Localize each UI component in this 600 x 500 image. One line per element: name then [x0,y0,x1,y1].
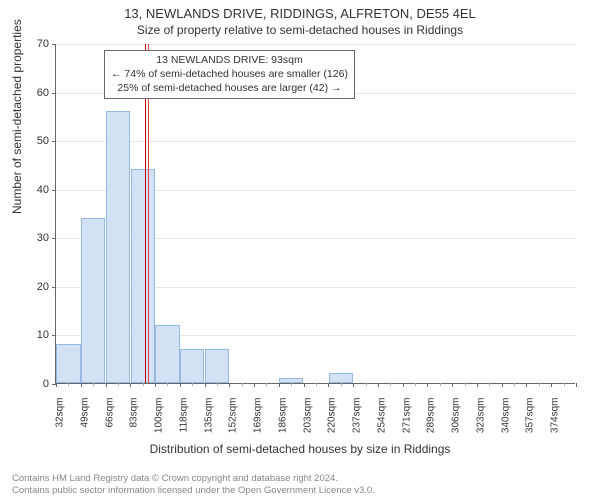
x-tick-mark [353,383,354,387]
x-tick-mark [328,383,329,387]
x-tick-mark [279,383,280,387]
x-minor-tick [465,383,466,386]
y-tick-mark [52,190,56,191]
y-tick-mark [52,44,56,45]
footer-line: Contains HM Land Registry data © Crown c… [12,473,375,485]
x-minor-tick [143,383,144,386]
x-minor-tick [514,383,515,386]
x-minor-tick [242,383,243,386]
annotation-line: 25% of semi-detached houses are larger (… [111,81,348,95]
x-tick-mark [502,383,503,387]
histogram-bar [329,373,353,383]
x-tick-mark [576,383,577,387]
x-minor-tick [192,383,193,386]
x-tick-mark [551,383,552,387]
y-tick-label: 20 [19,281,49,293]
chart-title: 13, NEWLANDS DRIVE, RIDDINGS, ALFRETON, … [0,6,600,21]
chart-title-block: 13, NEWLANDS DRIVE, RIDDINGS, ALFRETON, … [0,0,600,37]
x-tick-mark [229,383,230,387]
chart-subtitle: Size of property relative to semi-detach… [0,23,600,37]
x-minor-tick [390,383,391,386]
x-minor-tick [415,383,416,386]
x-tick-mark [403,383,404,387]
annotation-line: 13 NEWLANDS DRIVE: 93sqm [111,53,348,67]
x-minor-tick [118,383,119,386]
grid-line [56,141,576,142]
x-minor-tick [440,383,441,386]
footer-line: Contains public sector information licen… [12,485,375,497]
histogram-bar [131,169,155,383]
y-tick-label: 50 [19,135,49,147]
x-minor-tick [167,383,168,386]
histogram-bar [106,111,130,383]
footer-attribution: Contains HM Land Registry data © Crown c… [12,473,375,497]
x-axis-label: Distribution of semi-detached houses by … [0,442,600,456]
y-tick-label: 60 [19,87,49,99]
plot-area: 01020304050607032sqm49sqm66sqm83sqm100sq… [55,44,575,384]
histogram-bar [205,349,229,383]
y-tick-mark [52,238,56,239]
y-tick-label: 0 [19,378,49,390]
annotation-box: 13 NEWLANDS DRIVE: 93sqm← 74% of semi-de… [104,50,355,99]
x-minor-tick [316,383,317,386]
y-tick-mark [52,141,56,142]
y-tick-label: 40 [19,184,49,196]
annotation-line: ← 74% of semi-detached houses are smalle… [111,67,348,81]
x-tick-mark [526,383,527,387]
x-tick-mark [106,383,107,387]
x-minor-tick [217,383,218,386]
y-tick-label: 10 [19,329,49,341]
x-minor-tick [564,383,565,386]
x-minor-tick [93,383,94,386]
y-tick-mark [52,287,56,288]
x-minor-tick [266,383,267,386]
x-minor-tick [489,383,490,386]
y-tick-mark [52,335,56,336]
x-tick-mark [378,383,379,387]
histogram-bar [81,218,105,383]
x-tick-mark [56,383,57,387]
x-minor-tick [539,383,540,386]
histogram-bar [56,344,80,383]
y-tick-label: 70 [19,38,49,50]
y-tick-mark [52,93,56,94]
x-minor-tick [366,383,367,386]
histogram-bar [155,325,179,383]
x-tick-mark [81,383,82,387]
x-tick-mark [477,383,478,387]
x-minor-tick [68,383,69,386]
histogram-bar [180,349,204,383]
x-tick-mark [155,383,156,387]
x-tick-mark [452,383,453,387]
x-tick-mark [427,383,428,387]
x-tick-mark [254,383,255,387]
x-tick-mark [205,383,206,387]
x-minor-tick [341,383,342,386]
x-tick-mark [304,383,305,387]
grid-line [56,44,576,45]
x-minor-tick [291,383,292,386]
x-tick-mark [130,383,131,387]
y-tick-label: 30 [19,232,49,244]
x-tick-mark [180,383,181,387]
